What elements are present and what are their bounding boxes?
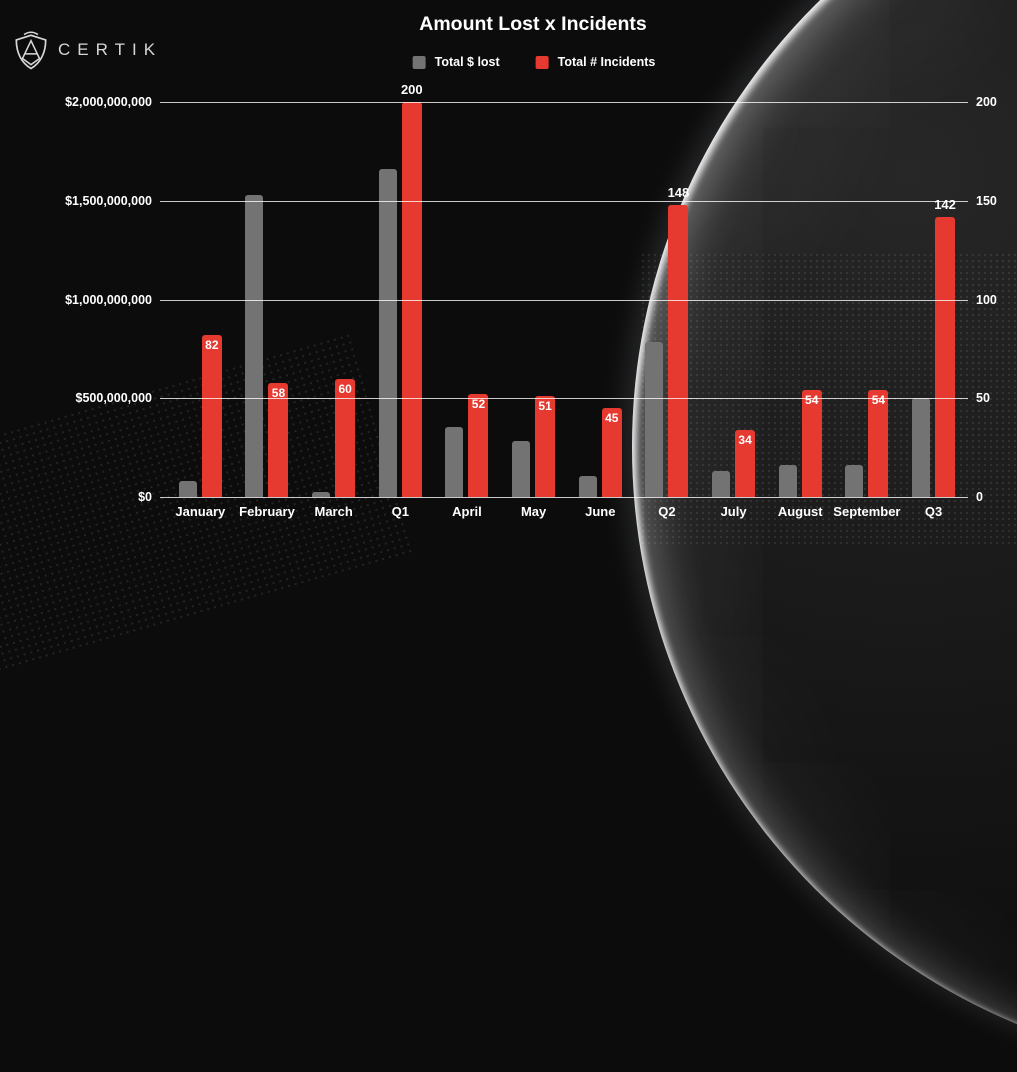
y-axis-left-tick: $2,000,000,000: [65, 95, 152, 109]
bar-pair: 51: [500, 102, 567, 497]
legend-swatch-total-incidents: [535, 55, 549, 69]
bar-total-lost: [912, 398, 931, 497]
x-axis-label: Q3: [924, 504, 943, 519]
bar-total-lost: [712, 471, 731, 497]
gridline: [160, 299, 968, 301]
bar-pair: 60: [300, 102, 367, 497]
bar-group: 54 September: [833, 102, 901, 519]
bar-total-incidents: 45: [601, 408, 622, 497]
bar-pair: 148: [634, 102, 701, 497]
gridline: [160, 102, 968, 103]
x-axis-label: September: [833, 504, 901, 519]
incident-value-label: 45: [605, 411, 619, 426]
x-axis-label: July: [720, 504, 747, 519]
x-axis-label: June: [585, 504, 616, 519]
x-axis-label: April: [452, 504, 482, 519]
incident-value-label: 34: [738, 432, 752, 447]
x-axis-label: Q1: [391, 504, 409, 519]
bar-total-lost: [378, 169, 397, 497]
bar-total-incidents: 60: [335, 378, 356, 497]
x-axis-label: February: [239, 504, 295, 519]
incident-value-label: 142: [934, 196, 956, 212]
y-axis-right-tick: 100: [976, 292, 997, 307]
gridline: [160, 200, 968, 202]
bar-total-incidents: 148: [668, 185, 689, 497]
x-axis-label: January: [175, 504, 226, 519]
bar-total-lost: [512, 440, 531, 497]
chart-plot: 82 January 58 February 60 March 200 Q1 52 April 51…: [65, 82, 997, 519]
bar-total-incidents: 51: [535, 396, 556, 497]
chart-title: Amount Lost x Incidents: [419, 13, 647, 35]
y-axis-right-tick: 150: [976, 193, 997, 208]
legend-label-total-lost: Total $ lost: [434, 55, 500, 69]
legend-label-total-incidents: Total # Incidents: [557, 55, 656, 69]
bar-pair: 142: [900, 102, 967, 497]
bar-total-incidents: 34: [735, 429, 756, 497]
bar-group: 52 April: [434, 102, 501, 519]
bar-pair: 34: [700, 102, 767, 497]
bar-total-incidents: 142: [934, 197, 956, 497]
legend-item-total-incidents: Total # Incidents: [535, 55, 656, 69]
incident-value-label: 54: [805, 393, 819, 408]
bar-group: 45 June: [567, 102, 634, 519]
bar-total-lost: [645, 342, 664, 497]
bar-group: 51 May: [500, 102, 567, 519]
gridline: [160, 497, 968, 498]
incident-value-label: 58: [271, 385, 286, 400]
bar-total-lost: [578, 476, 597, 497]
incident-value-label: 54: [871, 393, 886, 408]
bar-group: 82 January: [167, 102, 234, 519]
legend-item-total-lost: Total $ lost: [412, 55, 500, 69]
x-axis-label: March: [314, 504, 353, 519]
incident-value-label: 82: [205, 338, 219, 353]
bar-total-lost: [845, 465, 864, 497]
x-axis-label: May: [520, 504, 547, 519]
bar-total-incidents: 58: [268, 382, 289, 497]
certik-logo-text: CERTIK: [58, 40, 163, 59]
bar-total-lost: [312, 492, 331, 497]
bar-groups: 82 January 58 February 60 March 200 Q1 52 April 51…: [167, 82, 967, 519]
bar-pair: 45: [567, 102, 634, 497]
bar-pair: 82: [167, 102, 234, 497]
y-axis-right-tick: 200: [976, 95, 997, 109]
bar-group: 34 July: [700, 102, 767, 519]
bar-pair: 54: [834, 102, 901, 497]
y-axis-left-tick: $500,000,000: [75, 391, 152, 406]
y-axis-left-tick: $0: [138, 490, 152, 504]
y-axis-left-tick: $1,000,000,000: [65, 292, 152, 307]
incident-value-label: 200: [400, 82, 423, 97]
bar-group: 148 Q2: [634, 102, 701, 519]
certik-logo: CERTIK: [14, 30, 162, 70]
incident-value-label: 148: [667, 184, 690, 200]
bar-group: 58 February: [234, 102, 301, 519]
bar-total-lost: [778, 465, 797, 497]
bar-pair: 58: [234, 102, 301, 497]
bar-group: 54 August: [767, 102, 834, 519]
certik-shield-icon: [14, 30, 48, 70]
y-axis-right-tick: 0: [976, 490, 983, 504]
bar-total-lost: [245, 194, 264, 497]
y-axis-right-tick: 50: [976, 391, 990, 406]
legend-swatch-total-lost: [412, 55, 426, 69]
bar-pair: 54: [767, 102, 834, 497]
x-axis-label: August: [777, 504, 823, 519]
incident-value-label: 52: [471, 397, 486, 412]
gridline: [160, 398, 968, 400]
x-axis-label: Q2: [658, 504, 676, 519]
chart-legend: Total $ lost Total # Incidents: [412, 55, 656, 69]
bar-total-incidents: 54: [868, 390, 889, 497]
bar-total-incidents: 52: [468, 394, 489, 497]
incident-value-label: 60: [338, 381, 352, 396]
bar-pair: 52: [434, 102, 501, 497]
bar-group: 142 Q3: [900, 102, 967, 519]
bar-total-lost: [445, 426, 464, 497]
bar-group: 60 March: [300, 102, 367, 519]
bar-total-incidents: 82: [201, 335, 222, 497]
bar-total-lost: [178, 481, 197, 497]
y-axis-left-tick: $1,500,000,000: [65, 193, 152, 208]
bar-total-incidents: 54: [801, 390, 822, 497]
incident-value-label: 51: [538, 399, 552, 414]
